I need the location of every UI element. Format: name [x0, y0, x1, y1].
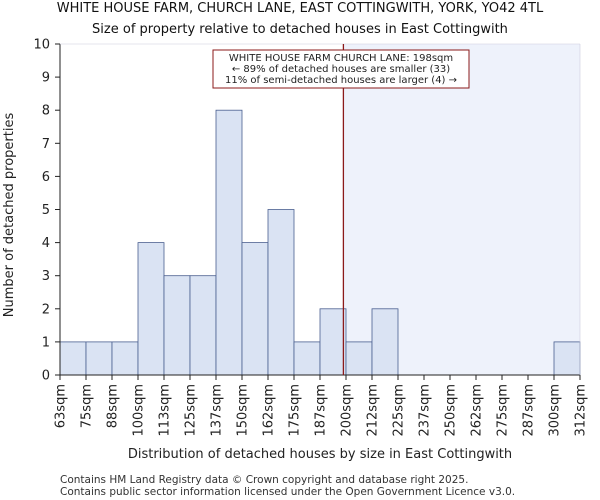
x-tick-label-137sqm: 137sqm	[210, 384, 225, 437]
y-tick-label-1: 1	[42, 335, 50, 350]
bar-75sqm	[85, 341, 113, 376]
x-tick-label-212sqm: 212sqm	[366, 384, 381, 437]
x-tick-label-125sqm: 125sqm	[184, 384, 199, 437]
bar-100sqm	[137, 242, 165, 376]
x-tick-label-187sqm: 187sqm	[314, 384, 329, 437]
bar-212sqm	[371, 308, 399, 376]
bar-63sqm	[59, 341, 87, 376]
annotation-line-3: 11% of semi-detached houses are larger (…	[225, 75, 457, 86]
y-tick-label-7: 7	[42, 137, 50, 152]
x-tick-label-287sqm: 287sqm	[522, 384, 537, 437]
bar-113sqm	[163, 275, 191, 376]
x-tick-label-237sqm: 237sqm	[418, 384, 433, 437]
footer-line-2: Contains public sector information licen…	[60, 486, 515, 498]
bar-137sqm	[215, 109, 243, 376]
bar-162sqm	[267, 209, 295, 376]
x-tick-label-150sqm: 150sqm	[236, 384, 251, 437]
x-tick-label-300sqm: 300sqm	[548, 384, 563, 437]
bar-175sqm	[293, 341, 321, 376]
y-tick-label-4: 4	[42, 236, 50, 251]
bar-150sqm	[241, 242, 269, 376]
chart-subtitle: Size of property relative to detached ho…	[92, 22, 508, 37]
x-tick-label-225sqm: 225sqm	[392, 384, 407, 437]
y-tick-label-0: 0	[42, 369, 50, 384]
plot-area: 0 1 2 3 4 5 6 7 8 9 10 63sqm 75sqm 88sqm 100sqm 113sqm 1…	[33, 38, 588, 437]
x-tick-label-262sqm: 262sqm	[470, 384, 485, 437]
x-tick-label-162sqm: 162sqm	[262, 384, 277, 437]
annotation-line-2: ← 89% of detached houses are smaller (33…	[232, 64, 450, 75]
annotation-line-1: WHITE HOUSE FARM CHURCH LANE: 198sqm	[229, 53, 453, 64]
x-tick-label-200sqm: 200sqm	[340, 384, 355, 437]
x-axis-label: Distribution of detached houses by size …	[128, 447, 512, 462]
x-tick-label-88sqm: 88sqm	[106, 384, 121, 428]
x-tick-label-175sqm: 175sqm	[288, 384, 303, 437]
y-tick-label-2: 2	[42, 302, 50, 317]
x-tick-label-250sqm: 250sqm	[444, 384, 459, 437]
chart-title: WHITE HOUSE FARM, CHURCH LANE, EAST COTT…	[57, 1, 544, 16]
y-tick-label-6: 6	[42, 170, 50, 185]
y-tick-label-10: 10	[33, 38, 50, 53]
bar-88sqm	[111, 341, 139, 376]
bar-125sqm	[189, 275, 217, 376]
annotation-box	[212, 49, 470, 89]
footer-line-1: Contains HM Land Registry data © Crown c…	[60, 474, 468, 486]
x-tick-label-275sqm: 275sqm	[496, 384, 511, 437]
x-tick-label-63sqm: 63sqm	[54, 384, 69, 428]
x-tick-label-75sqm: 75sqm	[80, 384, 95, 428]
bar-300sqm	[553, 341, 581, 376]
x-tick-label-113sqm: 113sqm	[158, 384, 173, 437]
y-tick-label-5: 5	[42, 203, 50, 218]
bar-200sqm	[345, 341, 373, 376]
x-tick-label-312sqm: 312sqm	[574, 384, 589, 437]
y-tick-label-8: 8	[42, 104, 50, 119]
y-axis-label: Number of detached properties	[2, 113, 17, 318]
bar-187sqm	[319, 308, 347, 376]
y-tick-label-3: 3	[42, 269, 50, 284]
y-tick-label-9: 9	[42, 71, 50, 86]
x-tick-label-100sqm: 100sqm	[132, 384, 147, 437]
